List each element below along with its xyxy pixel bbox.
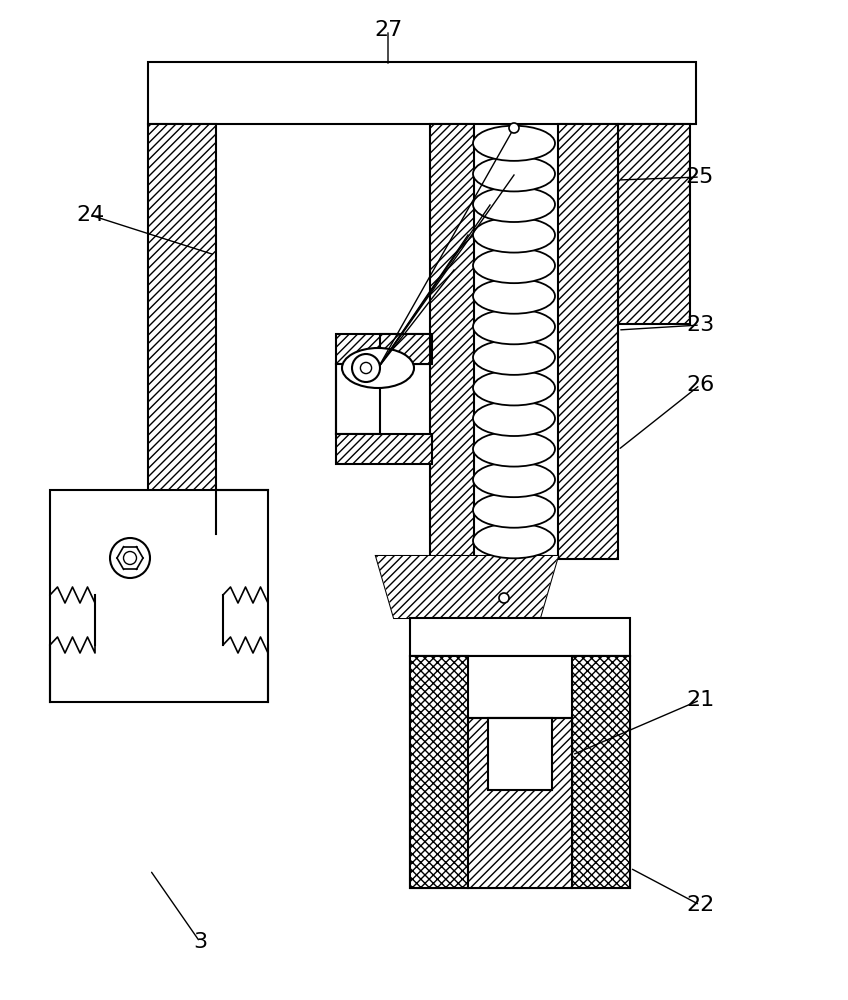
Text: 3: 3 — [193, 932, 207, 952]
Text: 26: 26 — [686, 375, 714, 395]
Ellipse shape — [473, 126, 555, 161]
Bar — [336, 334, 432, 364]
Circle shape — [509, 123, 519, 133]
Ellipse shape — [473, 156, 555, 191]
Circle shape — [360, 362, 371, 374]
Bar — [488, 718, 552, 790]
Ellipse shape — [473, 217, 555, 253]
Polygon shape — [376, 556, 558, 618]
Ellipse shape — [473, 431, 555, 467]
Ellipse shape — [473, 340, 555, 375]
Circle shape — [352, 354, 380, 382]
Bar — [410, 656, 630, 888]
Bar — [468, 718, 572, 888]
Ellipse shape — [473, 462, 555, 497]
Ellipse shape — [342, 348, 414, 388]
Bar — [50, 490, 268, 702]
Bar — [558, 124, 618, 559]
Bar — [336, 434, 432, 464]
Polygon shape — [376, 556, 558, 618]
Ellipse shape — [473, 279, 555, 314]
Ellipse shape — [473, 401, 555, 436]
Text: 22: 22 — [686, 895, 714, 915]
Text: 25: 25 — [686, 167, 714, 187]
Text: 23: 23 — [686, 315, 714, 335]
Ellipse shape — [473, 248, 555, 283]
Ellipse shape — [473, 523, 555, 558]
Bar — [618, 124, 690, 324]
Bar — [410, 618, 630, 656]
Ellipse shape — [473, 187, 555, 222]
Circle shape — [124, 552, 137, 564]
Bar — [380, 334, 430, 364]
Ellipse shape — [473, 493, 555, 528]
Bar — [148, 124, 216, 534]
Text: 24: 24 — [75, 205, 104, 225]
Ellipse shape — [473, 309, 555, 344]
Ellipse shape — [473, 370, 555, 405]
Bar — [572, 656, 630, 888]
Circle shape — [499, 593, 509, 603]
Text: 21: 21 — [686, 690, 714, 710]
Text: 27: 27 — [374, 20, 402, 40]
Bar — [148, 62, 696, 124]
Circle shape — [110, 538, 150, 578]
Bar — [336, 364, 380, 434]
Bar — [430, 124, 474, 559]
Bar — [410, 656, 468, 888]
